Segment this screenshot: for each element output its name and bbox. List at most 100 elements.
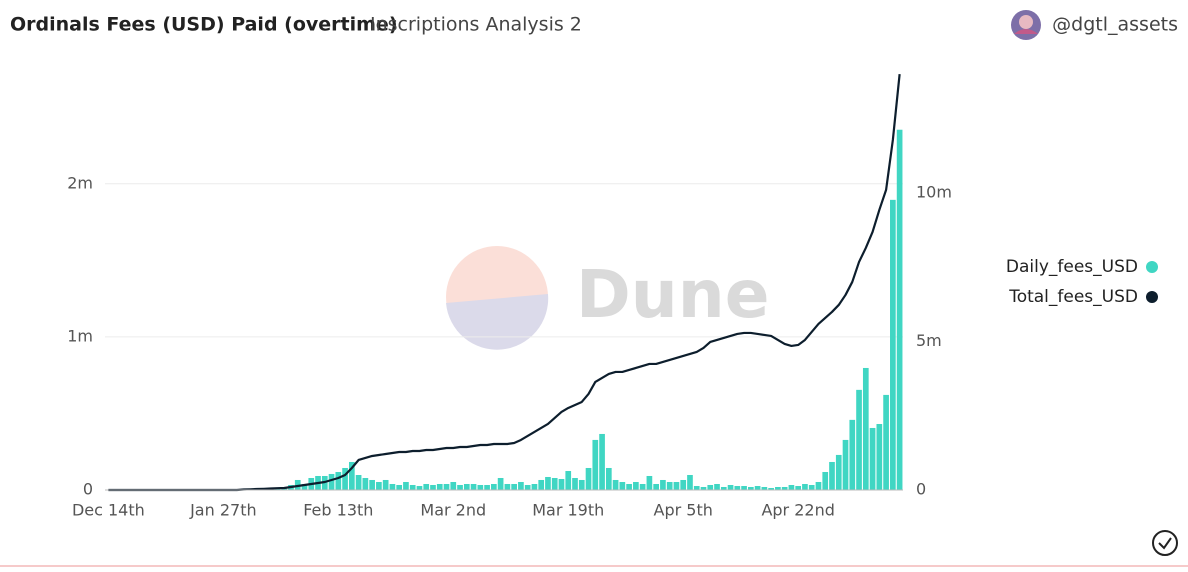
bar — [572, 478, 578, 490]
y-tick-label: 0 — [83, 480, 93, 499]
bar — [552, 478, 558, 490]
bar — [444, 484, 450, 490]
legend-swatch[interactable] — [1146, 261, 1158, 273]
bar — [525, 485, 531, 490]
bar — [883, 395, 889, 490]
bar — [437, 484, 443, 490]
bar — [836, 455, 842, 490]
x-tick-label: Mar 19th — [532, 501, 604, 520]
bar — [363, 478, 369, 490]
bar — [599, 434, 605, 490]
bar — [383, 480, 389, 490]
bar — [376, 482, 382, 490]
bar — [403, 482, 409, 490]
bar — [464, 484, 470, 490]
y2-tick-label: 0 — [916, 480, 926, 499]
bar — [532, 484, 538, 490]
bar — [674, 482, 680, 490]
bar — [545, 477, 551, 490]
bar — [802, 484, 808, 490]
bar — [565, 471, 571, 490]
x-tick-label: Feb 13th — [303, 501, 373, 520]
bar — [491, 484, 497, 490]
bar — [890, 200, 896, 490]
bar — [390, 484, 396, 490]
x-tick-label: Apr 22nd — [761, 501, 834, 520]
bar — [626, 484, 632, 490]
bar — [471, 484, 477, 490]
bar — [734, 486, 740, 490]
bar — [410, 485, 416, 490]
bar — [335, 472, 341, 490]
bar — [660, 480, 666, 490]
bar — [613, 480, 619, 490]
bar — [680, 480, 686, 490]
bar — [822, 472, 828, 490]
bar — [633, 482, 639, 490]
bar — [450, 482, 456, 490]
bar — [329, 474, 335, 490]
bar — [829, 462, 835, 490]
bar — [843, 440, 849, 490]
y-tick-label: 1m — [67, 326, 93, 345]
bar — [647, 476, 653, 490]
bar — [795, 486, 801, 490]
x-tick-label: Dec 14th — [72, 501, 145, 520]
bar — [809, 485, 815, 490]
bar — [640, 484, 646, 490]
watermark-text: Dune — [576, 256, 770, 333]
bar — [356, 475, 362, 490]
legend-label: Total_fees_USD — [1008, 287, 1138, 307]
bar — [714, 484, 720, 490]
bar — [849, 420, 855, 490]
x-tick-label: Jan 27th — [189, 501, 257, 520]
done-icon[interactable] — [1153, 531, 1177, 555]
bar — [484, 485, 490, 490]
bar — [342, 468, 348, 490]
bar — [707, 485, 713, 490]
bar — [856, 390, 862, 490]
bar — [741, 486, 747, 490]
y2-tick-label: 5m — [916, 331, 942, 350]
bar — [423, 484, 429, 490]
bar — [505, 484, 511, 490]
bar — [876, 424, 882, 490]
y2-tick-label: 10m — [916, 182, 952, 201]
bar — [728, 485, 734, 490]
bar — [498, 478, 504, 490]
watermark: Dune — [446, 246, 770, 350]
bar — [606, 468, 612, 490]
bar — [417, 486, 423, 490]
bar — [477, 485, 483, 490]
bar — [538, 480, 544, 490]
bar — [897, 130, 903, 490]
bar — [430, 485, 436, 490]
bar — [592, 440, 598, 490]
bar — [816, 482, 822, 490]
author-name[interactable]: @dgtl_assets — [1052, 14, 1178, 36]
bar — [667, 482, 673, 490]
bar — [653, 484, 659, 490]
x-tick-label: Apr 5th — [654, 501, 713, 520]
bar — [369, 480, 375, 490]
bar — [863, 368, 869, 490]
bar — [457, 485, 463, 490]
bar — [789, 485, 795, 490]
legend-label: Daily_fees_USD — [1006, 257, 1138, 277]
author-avatar[interactable] — [1011, 10, 1041, 40]
bar — [511, 484, 517, 490]
bar — [687, 475, 693, 490]
bar — [586, 468, 592, 490]
y-tick-label: 2m — [67, 173, 93, 192]
chart-subtitle: Inscriptions Analysis 2 — [370, 14, 582, 36]
x-tick-label: Mar 2nd — [420, 501, 486, 520]
bar — [870, 428, 876, 490]
legend-swatch[interactable] — [1146, 291, 1158, 303]
bar — [755, 486, 761, 490]
bar — [694, 486, 700, 490]
chart-title: Ordinals Fees (USD) Paid (overtime) — [10, 14, 398, 36]
bar — [559, 479, 565, 490]
bar — [396, 485, 402, 490]
